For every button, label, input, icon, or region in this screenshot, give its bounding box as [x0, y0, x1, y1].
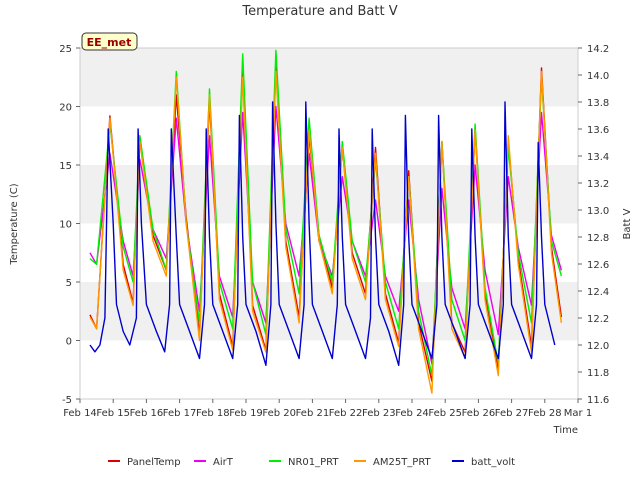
x-tick-label: Feb 28: [528, 408, 562, 419]
x-tick-label: Feb 17: [163, 408, 197, 419]
y-tick-label: 15: [59, 161, 72, 172]
legend-label: NR01_PRT: [288, 457, 339, 468]
y-tick-label: 20: [59, 103, 72, 114]
grid-band: [80, 48, 578, 107]
y2-tick-label: 13.6: [587, 125, 609, 136]
x-tick-label: Feb 20: [262, 408, 296, 419]
y2-tick-label: 13.2: [587, 179, 609, 190]
annotation-label: EE_met: [87, 36, 132, 49]
y2-axis-label: Batt V: [622, 208, 633, 239]
series-line-am25t-prt: [89, 70, 563, 394]
y2-tick-label: 12.6: [587, 260, 609, 271]
y-tick-label: 10: [59, 220, 72, 231]
series-layer: [89, 49, 563, 394]
x-tick-label: Feb 24: [395, 408, 429, 419]
x-tick-label: Feb 27: [495, 408, 529, 419]
annotation-box-bg: [81, 32, 138, 51]
legend: PanelTemp AirT NR01_PRT AM25T_PRT batt_volt: [108, 457, 515, 468]
x-axis: Feb 14 Feb 15 Feb 16 Feb 17 Feb 18 Feb 19 Feb …: [63, 399, 592, 419]
series-line-batt-volt: [89, 101, 556, 366]
chart-title: Temperature and Batt V: [241, 4, 397, 19]
x-tick-label: Feb 15: [96, 408, 130, 419]
x-axis-label: Time: [553, 425, 578, 436]
grid-band: [80, 165, 578, 224]
y-axis-left: -5 0 5 10 15 20 25: [59, 44, 80, 406]
y2-tick-label: 13.0: [587, 206, 609, 217]
y-axis-label: Temperature (C): [9, 183, 20, 265]
y2-tick-label: 12.4: [587, 287, 609, 298]
x-tick-label: Feb 26: [462, 408, 496, 419]
x-tick-label: Feb 19: [229, 408, 263, 419]
grid-band: [80, 282, 578, 341]
legend-label: AirT: [213, 457, 234, 468]
legend-label: batt_volt: [471, 457, 515, 468]
y-tick-label: -5: [62, 395, 72, 406]
y2-tick-label: 13.4: [587, 152, 609, 163]
annotation-box: EE_met: [81, 32, 138, 51]
y-tick-label: 25: [59, 44, 72, 55]
y2-tick-label: 11.8: [587, 368, 609, 379]
legend-label: AM25T_PRT: [373, 457, 432, 468]
y2-tick-label: 12.8: [587, 233, 609, 244]
y2-tick-label: 12.2: [587, 314, 609, 325]
y-tick-label: 0: [66, 337, 72, 348]
y-axis-right: 11.6 11.8 12.0 12.2 12.4 12.6 12.8 13.0 13.2 13.4…: [578, 44, 609, 406]
x-tick-label: Feb 23: [362, 408, 396, 419]
y2-tick-label: 14.2: [587, 44, 609, 55]
x-tick-label: Feb 18: [196, 408, 230, 419]
x-tick-label: Feb 16: [130, 408, 164, 419]
background-bands: [80, 48, 578, 341]
x-tick-label: Feb 25: [428, 408, 462, 419]
x-tick-label: Feb 14: [63, 408, 97, 419]
x-tick-label: Feb 21: [296, 408, 330, 419]
y2-tick-label: 14.0: [587, 71, 609, 82]
legend-label: PanelTemp: [127, 457, 181, 468]
x-tick-label: Feb 22: [329, 408, 363, 419]
y2-tick-label: 11.6: [587, 395, 609, 406]
y-tick-label: 5: [66, 278, 72, 289]
y2-tick-label: 13.8: [587, 98, 609, 109]
y2-tick-label: 12.0: [587, 341, 609, 352]
x-tick-label: Mar 1: [564, 408, 592, 419]
